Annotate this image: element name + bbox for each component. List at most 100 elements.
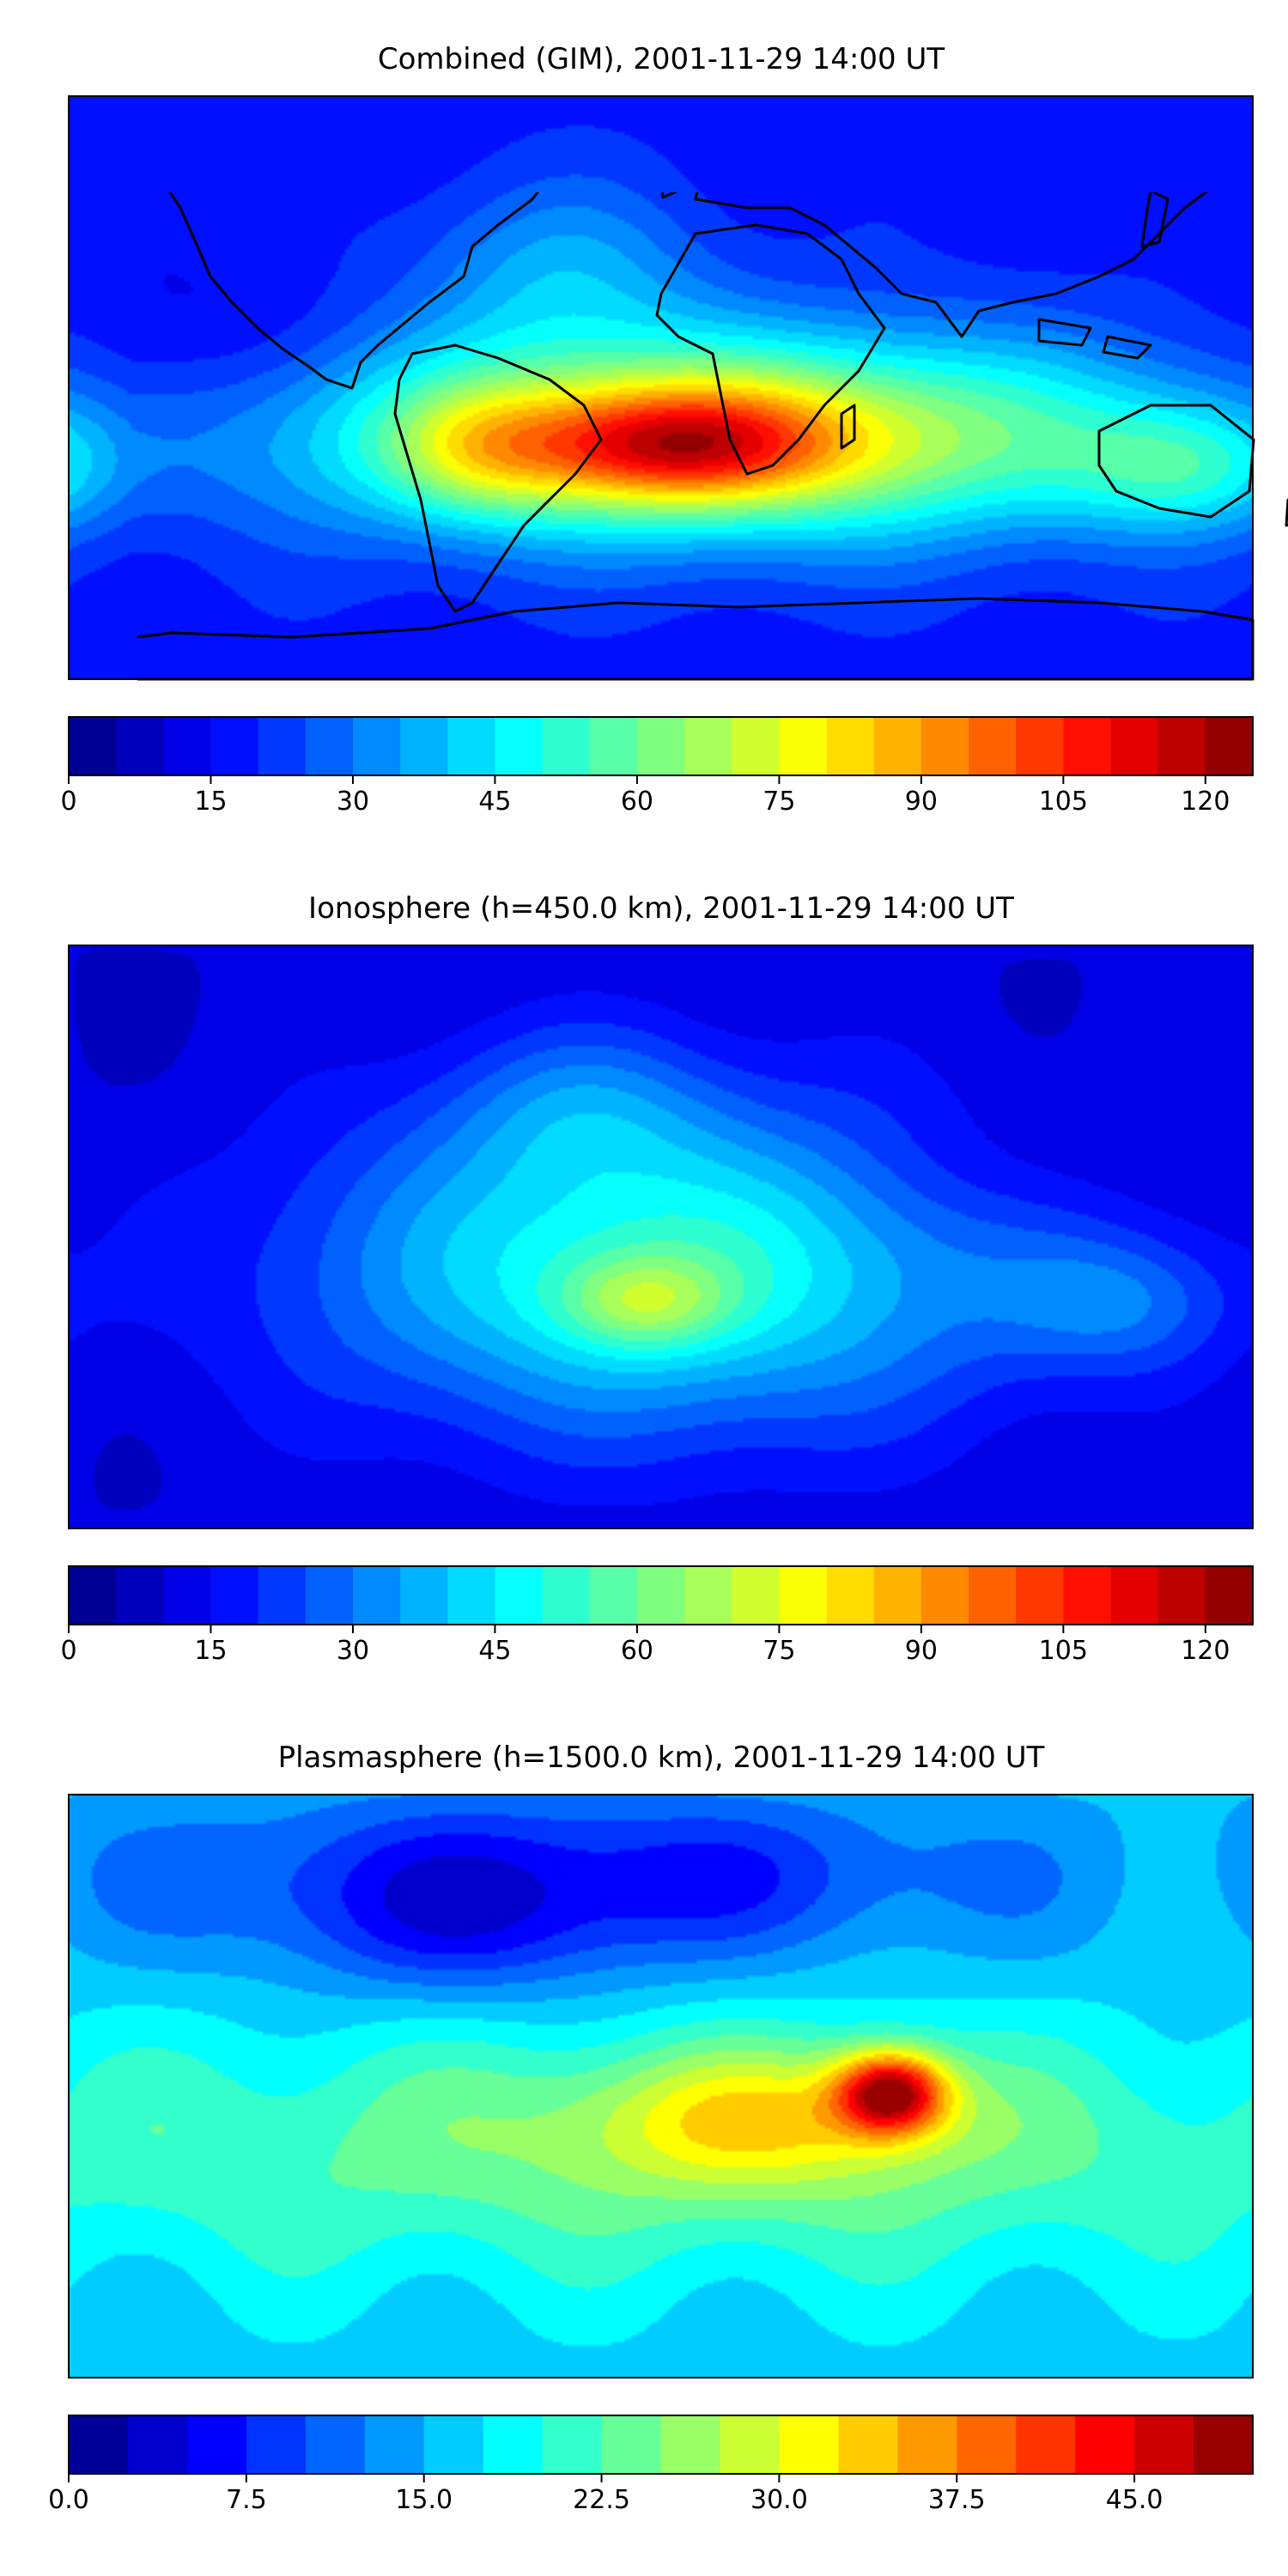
colorbar-segment bbox=[720, 2415, 780, 2474]
colorbar-segment bbox=[495, 1566, 544, 1625]
colorbar-tick-label: 15 bbox=[194, 1636, 227, 1666]
map-frame bbox=[68, 945, 1254, 1529]
colorbar-tick-label: 0 bbox=[60, 787, 76, 817]
colorbar-segment bbox=[246, 2415, 307, 2474]
colorbar-tick-label: 75 bbox=[762, 1636, 795, 1666]
colorbar-tick-label: 120 bbox=[1181, 787, 1230, 817]
colorbar-segment bbox=[210, 717, 259, 775]
colorbar-segment bbox=[69, 1566, 117, 1625]
colorbar-tick-label: 105 bbox=[1039, 1636, 1088, 1666]
colorbar-segment bbox=[826, 1566, 875, 1625]
colorbar-tick-label: 90 bbox=[905, 787, 938, 817]
colorbar-segment bbox=[1205, 717, 1254, 775]
colorbar-segment bbox=[779, 1566, 828, 1625]
map-axes bbox=[68, 95, 1288, 681]
colorbar-segment bbox=[116, 717, 164, 775]
colorbar-segment bbox=[1134, 2415, 1194, 2474]
colorbar-segment bbox=[483, 2415, 544, 2474]
colorbar-segment bbox=[1157, 1566, 1206, 1625]
colorbar-segment bbox=[732, 717, 780, 775]
colorbar-segment bbox=[589, 1566, 638, 1625]
colorbar-segment bbox=[69, 2415, 129, 2474]
colorbar-segment bbox=[542, 2415, 603, 2474]
colorbar-segment bbox=[305, 2415, 366, 2474]
colorbar-segment bbox=[423, 2415, 484, 2474]
colorbar-segment bbox=[636, 717, 685, 775]
colorbar-tick-label: 120 bbox=[1181, 1636, 1230, 1666]
colorbar-tick-label: 30 bbox=[337, 1636, 369, 1666]
colorbar-tick-label: 0 bbox=[60, 1636, 76, 1666]
colorbar-tick-label: 15.0 bbox=[395, 2485, 453, 2515]
colorbar-segment bbox=[1063, 1566, 1112, 1625]
colorbar-segment bbox=[660, 2415, 721, 2474]
colorbar-segment bbox=[542, 1566, 591, 1625]
colorbar: 0 15 30 45 60 75 90 105 120 bbox=[60, 716, 1254, 817]
colorbar-segment bbox=[258, 717, 307, 775]
colorbar-segment bbox=[258, 1566, 307, 1625]
colorbar-tick-label: 75 bbox=[762, 787, 795, 817]
colorbar-segment bbox=[684, 717, 732, 775]
colorbar-segment bbox=[352, 717, 401, 775]
colorbar-segment bbox=[400, 717, 448, 775]
map-frame bbox=[68, 95, 1254, 680]
colorbar-segment bbox=[116, 1566, 164, 1625]
colorbar-segment bbox=[684, 1566, 732, 1625]
map-frame bbox=[68, 1794, 1254, 2379]
colorbar-segment bbox=[1016, 1566, 1064, 1625]
colorbar-segment bbox=[1194, 2415, 1254, 2474]
colorbar-tick-label: 90 bbox=[905, 1636, 938, 1666]
colorbar-segment bbox=[589, 717, 638, 775]
map-axes bbox=[68, 945, 1254, 1529]
panel-title: Ionosphere (h=450.0 km), 2001-11-29 14:0… bbox=[308, 891, 1014, 926]
colorbar-segment bbox=[636, 1566, 685, 1625]
colorbar-segment bbox=[873, 1566, 922, 1625]
colorbar-tick-label: 22.5 bbox=[573, 2485, 630, 2515]
colorbar: 0 15 30 45 60 75 90 105 120 bbox=[60, 1565, 1254, 1666]
colorbar-segment bbox=[364, 2415, 425, 2474]
colorbar-segment bbox=[127, 2415, 188, 2474]
colorbar-segment bbox=[1110, 717, 1159, 775]
colorbar-tick-label: 105 bbox=[1039, 787, 1088, 817]
colorbar-tick-label: 15 bbox=[194, 787, 227, 817]
colorbar-segment bbox=[495, 717, 544, 775]
colorbar-frame bbox=[68, 716, 1254, 776]
colorbar-segment bbox=[69, 717, 117, 775]
colorbar-segment bbox=[447, 717, 496, 775]
colorbar-segment bbox=[1016, 717, 1064, 775]
colorbar-segment bbox=[542, 717, 591, 775]
colorbar-segment bbox=[601, 2415, 662, 2474]
colorbar-segment bbox=[305, 1566, 354, 1625]
colorbar-segment bbox=[957, 2415, 1017, 2474]
colorbar-segment bbox=[969, 717, 1017, 775]
colorbar-segment bbox=[779, 2415, 839, 2474]
colorbar-segment bbox=[897, 2415, 957, 2474]
colorbar-segment bbox=[163, 1566, 212, 1625]
colorbar-segment bbox=[1063, 717, 1112, 775]
colorbar-tick-label: 45 bbox=[478, 787, 511, 817]
colorbar-segment bbox=[920, 717, 969, 775]
colorbar-segment bbox=[779, 717, 828, 775]
colorbar-segment bbox=[186, 2415, 247, 2474]
colorbar-tick-label: 45.0 bbox=[1106, 2485, 1163, 2515]
colorbar-frame bbox=[68, 1565, 1254, 1625]
colorbar-segment bbox=[1075, 2415, 1135, 2474]
colorbar-segment bbox=[1205, 1566, 1254, 1625]
heatmap-field bbox=[69, 1795, 1253, 2378]
colorbar-tick-label: 30 bbox=[337, 787, 369, 817]
map-axes bbox=[68, 1794, 1254, 2379]
colorbar-frame bbox=[68, 2415, 1254, 2475]
colorbar-segment bbox=[920, 1566, 969, 1625]
colorbar-segment bbox=[447, 1566, 496, 1625]
colorbar-tick-label: 60 bbox=[621, 787, 653, 817]
panel-title: Combined (GIM), 2001-11-29 14:00 UT bbox=[378, 42, 945, 76]
colorbar-tick-label: 7.5 bbox=[226, 2485, 267, 2515]
panel-ionosphere: Ionosphere (h=450.0 km), 2001-11-29 14:0… bbox=[60, 891, 1254, 1666]
colorbar-segment bbox=[1110, 1566, 1159, 1625]
colorbar-segment bbox=[838, 2415, 898, 2474]
colorbar-tick-label: 30.0 bbox=[750, 2485, 808, 2515]
colorbar-segment bbox=[1157, 717, 1206, 775]
colorbar-segment bbox=[210, 1566, 259, 1625]
colorbar-segment bbox=[400, 1566, 448, 1625]
colorbar-segment bbox=[732, 1566, 780, 1625]
